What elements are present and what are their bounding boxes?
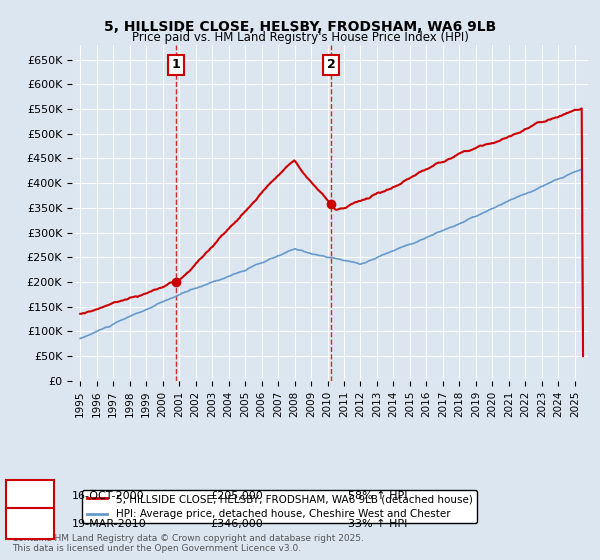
Text: 2: 2 (327, 58, 335, 72)
Text: 58% ↑ HPI: 58% ↑ HPI (348, 491, 407, 501)
Text: 16-OCT-2000: 16-OCT-2000 (72, 491, 145, 501)
Text: 33% ↑ HPI: 33% ↑ HPI (348, 519, 407, 529)
Text: 1: 1 (26, 489, 34, 502)
Text: £205,000: £205,000 (210, 491, 263, 501)
Text: Contains HM Land Registry data © Crown copyright and database right 2025.
This d: Contains HM Land Registry data © Crown c… (12, 534, 364, 553)
Text: Price paid vs. HM Land Registry's House Price Index (HPI): Price paid vs. HM Land Registry's House … (131, 31, 469, 44)
Text: 19-MAR-2010: 19-MAR-2010 (72, 519, 147, 529)
Text: 1: 1 (172, 58, 180, 72)
Text: £346,000: £346,000 (210, 519, 263, 529)
Legend: 5, HILLSIDE CLOSE, HELSBY, FRODSHAM, WA6 9LB (detached house), HPI: Average pric: 5, HILLSIDE CLOSE, HELSBY, FRODSHAM, WA6… (82, 490, 477, 524)
Text: 5, HILLSIDE CLOSE, HELSBY, FRODSHAM, WA6 9LB: 5, HILLSIDE CLOSE, HELSBY, FRODSHAM, WA6… (104, 20, 496, 34)
Text: 2: 2 (26, 517, 34, 530)
